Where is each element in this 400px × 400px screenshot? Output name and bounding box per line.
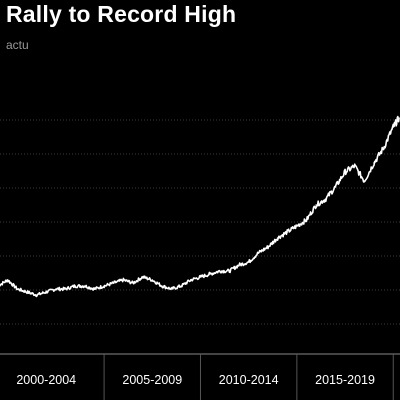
data-point [324,198,327,200]
data-point [132,282,134,284]
data-point [112,282,115,284]
data-point [170,288,173,290]
data-point [218,270,221,272]
x-tick-label-0: 2000-2004 [16,373,76,387]
chart-subtitle: actu [6,38,29,52]
data-point [315,204,317,206]
data-point [161,285,163,287]
x-tick-label-2: 2010-2014 [219,373,279,387]
data-point [45,291,48,293]
data-point [55,288,57,290]
data-point [353,165,356,167]
data-point [334,186,337,188]
data-point [373,162,375,164]
data-point [16,288,19,290]
data-point [296,225,298,227]
data-point [64,288,67,290]
data-point [305,219,308,221]
data-point [392,126,395,128]
data-point [180,285,183,287]
chart-title: Rally to Record High [6,1,237,27]
data-point [257,252,260,254]
data-point [228,270,231,272]
data-point [199,276,202,278]
data-point [151,279,154,281]
data-point [93,288,96,290]
data-point [190,279,192,281]
data-point [103,285,105,287]
data-point [35,294,38,296]
x-tick-label-3: 2015-2019 [315,373,375,387]
data-point [382,147,385,149]
data-point [363,180,366,182]
data-point [141,276,144,278]
data-point [84,285,86,287]
data-point [6,279,9,281]
series-line-0 [0,115,400,298]
data-point [209,273,211,275]
data-point [74,285,76,287]
data-point [122,279,125,281]
data-point [267,246,269,248]
data-point [247,261,250,263]
data-point [26,291,28,293]
x-tick-label-1: 2005-2009 [122,373,182,387]
data-point [398,117,400,119]
data-point [276,237,279,239]
data-point [238,264,240,266]
data-point [286,231,289,233]
data-point [344,171,346,173]
